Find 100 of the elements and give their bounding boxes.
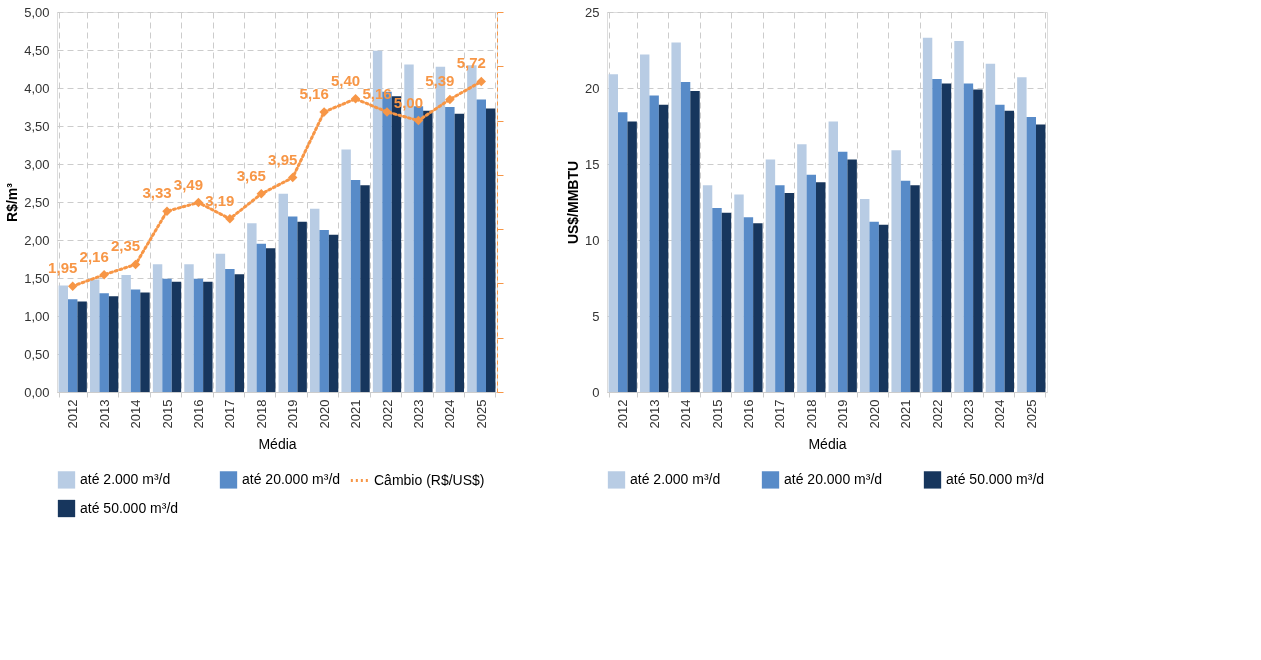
point: [225, 214, 235, 224]
data-label: 5,16: [299, 84, 329, 102]
bar: [743, 217, 754, 392]
bar: [680, 81, 691, 392]
bar: [445, 107, 455, 392]
point: [256, 189, 267, 199]
data-label: 3,19: [205, 191, 235, 209]
point: [99, 270, 109, 280]
bar: [963, 83, 974, 392]
bar: [784, 192, 794, 392]
data-label: 2,35: [110, 237, 141, 255]
bar: [1036, 124, 1046, 392]
bar: [1026, 116, 1036, 392]
bar: [847, 159, 857, 392]
y-tick-label: 4,00: [24, 80, 50, 96]
x-tick-label: 2024: [442, 399, 458, 429]
x-axis-title: Média: [808, 436, 847, 453]
bar: [454, 113, 464, 392]
legend-label: até 2.000 m³/d: [630, 470, 721, 487]
y-tick-label: 5,00: [24, 4, 50, 20]
x-tick-label: 2014: [678, 399, 694, 429]
point: [130, 259, 141, 270]
bar: [985, 63, 996, 392]
bar: [256, 243, 266, 392]
bar: [77, 301, 87, 392]
bar: [712, 208, 722, 392]
data-label: 3,65: [236, 166, 266, 184]
x-tick-label: 2018: [253, 399, 269, 429]
y-tick-label: 1,00: [24, 308, 50, 324]
bar: [658, 104, 669, 392]
bar: [775, 185, 785, 392]
bar: [932, 78, 942, 392]
bar: [690, 91, 700, 392]
bar: [910, 185, 920, 392]
bar: [860, 198, 870, 392]
point: [413, 115, 424, 126]
x-tick-label: 2018: [803, 399, 819, 429]
bar: [806, 174, 816, 392]
bar: [765, 159, 776, 392]
x-tick-label: 2014: [128, 399, 144, 429]
bar: [121, 274, 131, 392]
bar: [1017, 77, 1027, 392]
bar: [68, 299, 78, 392]
bar: [891, 150, 901, 392]
bar: [649, 95, 659, 392]
bar: [734, 194, 744, 392]
x-tick-label: 2012: [615, 399, 631, 429]
point: [193, 197, 204, 208]
y-tick-label: 0,50: [24, 346, 50, 362]
x-tick-label: 2025: [1023, 399, 1039, 429]
bar: [753, 223, 763, 392]
data-label: 3,49: [173, 175, 204, 193]
data-label: 5,40: [330, 71, 361, 89]
x-tick-label: 2025: [473, 399, 489, 429]
bar: [140, 292, 150, 392]
legend-label: até 20.000 m³/d: [242, 470, 341, 487]
bar: [193, 278, 204, 392]
bar: [608, 74, 618, 392]
x-tick-label: 2017: [772, 399, 788, 429]
bar: [310, 208, 320, 392]
bar: [225, 268, 235, 392]
data-label: 5,39: [425, 72, 455, 90]
bar: [995, 104, 1005, 392]
bar: [1004, 110, 1014, 392]
bar: [900, 180, 911, 392]
bar: [215, 253, 226, 392]
legend-label: até 20.000 m³/d: [784, 470, 883, 487]
y-tick-label: 20: [585, 80, 600, 96]
legend-label: até 50.000 m³/d: [80, 499, 179, 516]
x-tick-label: 2019: [285, 399, 301, 429]
x-tick-label: 2024: [992, 399, 1008, 429]
bar: [203, 281, 213, 392]
x-tick-label: 2013: [646, 399, 662, 429]
x-tick-label: 2020: [316, 399, 332, 429]
y-tick-label: 0,00: [24, 384, 50, 400]
bar: [423, 110, 433, 392]
bar: [266, 248, 276, 392]
legend-label: até 2.000 m³/d: [80, 470, 171, 487]
x-tick-label: 2015: [159, 399, 175, 429]
y-tick-label: 25: [585, 4, 600, 20]
y-tick-label: 5: [592, 308, 600, 324]
bar: [627, 121, 637, 392]
bar: [288, 216, 298, 392]
y-tick-label: 3,00: [24, 156, 50, 172]
bar: [319, 230, 329, 392]
x-tick-label: 2023: [410, 399, 426, 429]
bar: [486, 108, 496, 392]
bar: [328, 234, 339, 392]
x-tick-label: 2015: [709, 399, 725, 429]
bar: [360, 185, 370, 392]
x-tick-label: 2023: [960, 399, 976, 429]
x-tick-label: 2013: [96, 399, 112, 429]
y-tick-label: 2,00: [24, 232, 50, 248]
bar: [869, 221, 879, 392]
y-tick-label: 2,50: [24, 194, 50, 210]
bar: [973, 89, 983, 392]
data-label: 3,95: [268, 150, 298, 168]
bar: [99, 293, 109, 392]
point: [350, 94, 361, 104]
legend-label: Câmbio (R$/US$): [374, 471, 485, 488]
